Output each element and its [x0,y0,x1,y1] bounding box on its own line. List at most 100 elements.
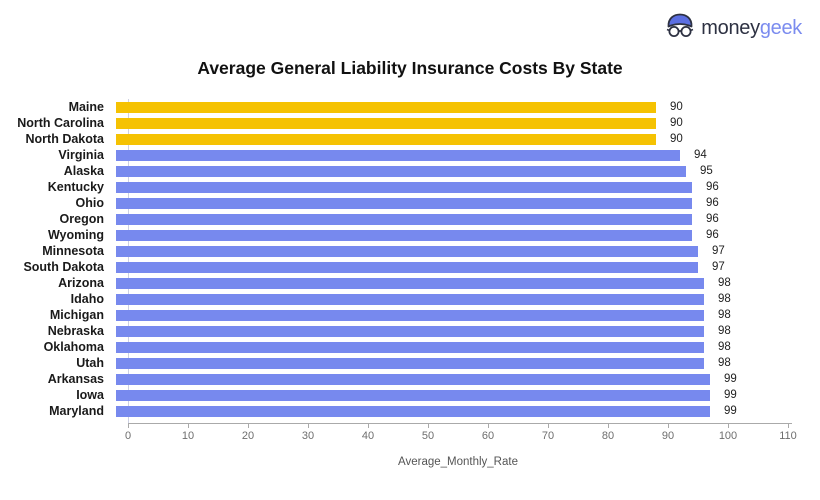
chart-row: Utah 98 [0,355,820,371]
chart-bar [116,405,710,417]
chart-rows: Maine 90 North Carolina 90 North Dakota 90 Vir… [0,99,820,419]
x-tick-mark [727,423,729,428]
state-label: Arkansas [47,372,104,386]
x-tick-label: 30 [301,430,315,442]
bar-track: 96 [116,197,820,209]
x-tick-mark [187,423,189,428]
state-label: Alaska [63,164,104,178]
bar-track: 96 [116,213,820,225]
state-label: Michigan [49,308,104,322]
state-label: Virginia [58,148,104,162]
chart-bar [116,229,692,241]
x-tick-label: 110 [779,430,797,442]
value-label: 99 [724,404,737,417]
chart-row: Nebraska 98 [0,323,820,339]
value-label: 98 [718,324,731,337]
bar-track: 94 [116,148,820,161]
chart-row: Arizona 98 [0,275,820,291]
state-label: Oregon [59,212,104,226]
chart-bar [116,261,698,273]
value-label: 99 [724,388,737,401]
x-tick-mark [607,423,609,428]
chart-row: Ohio 96 [0,195,820,211]
value-label: 90 [670,116,683,129]
x-tick-mark [307,423,309,428]
value-label: 90 [670,100,683,113]
chart-row: Maine 90 [0,99,820,115]
chart-row: Wyoming 96 [0,227,820,243]
bar-track: 90 [116,116,820,129]
chart-row: Kentucky 96 [0,179,820,195]
x-tick-label: 60 [481,430,495,442]
state-label: Minnesota [42,244,104,258]
chart-bar [116,357,704,369]
state-label: Utah [76,356,104,370]
x-axis-title: Average_Monthly_Rate [398,456,518,468]
chart-bar [116,293,704,305]
state-label: Maine [68,100,104,114]
x-tick-mark [127,423,129,428]
chart-bar [116,101,656,113]
state-label: Kentucky [47,180,104,194]
chart-bar [116,165,686,177]
y-axis-baseline [128,99,129,423]
x-tick-label: 90 [661,430,675,442]
chart-bar [116,181,692,193]
state-label: North Carolina [17,116,104,130]
x-tick-mark [667,423,669,428]
moneygeek-logo: moneygeek [665,12,802,44]
chart-bar [116,149,680,161]
chart-bar [116,373,710,385]
x-tick-label: 20 [241,430,255,442]
state-label: Nebraska [47,324,104,338]
chart-row: Oklahoma 98 [0,339,820,355]
geek-face-icon [665,12,695,44]
value-label: 98 [718,308,731,321]
x-tick-label: 50 [421,430,435,442]
logo-wordmark: moneygeek [701,17,802,40]
bar-track: 98 [116,357,820,369]
bar-track: 99 [116,388,820,401]
chart-bar [116,277,704,289]
x-tick-mark [247,423,249,428]
chart-title: Average General Liability Insurance Cost… [197,58,623,78]
chart-bar [116,245,698,257]
x-tick-label: 0 [124,430,132,442]
x-tick-mark [487,423,489,428]
chart-row: Alaska 95 [0,163,820,179]
value-label: 97 [712,260,725,273]
chart-bar [116,117,656,129]
x-tick-label: 100 [718,430,738,442]
x-tick-label: 40 [361,430,375,442]
value-label: 96 [706,180,719,193]
chart-row: South Dakota 97 [0,259,820,275]
bar-track: 95 [116,165,820,177]
chart-bar [116,341,704,353]
chart-bar [116,309,704,321]
value-label: 94 [694,148,707,161]
state-label: Wyoming [47,228,104,242]
bar-track: 99 [116,404,820,417]
x-tick-mark [787,423,789,428]
chart-bar [116,213,692,225]
x-tick-label: 80 [601,430,615,442]
chart-bar [116,389,710,401]
chart-bar [116,197,692,209]
bar-track: 98 [116,341,820,353]
bar-track: 90 [116,100,820,113]
bar-track: 90 [116,133,820,145]
x-tick-label: 10 [181,430,195,442]
chart-row: North Dakota 90 [0,131,820,147]
value-label: 97 [712,244,725,257]
bar-track: 96 [116,180,820,193]
bar-track: 97 [116,244,820,257]
logo-text-money: money [701,16,760,39]
chart-row: Idaho 98 [0,291,820,307]
chart-bar [116,133,656,145]
x-tick-mark [367,423,369,428]
chart-row: North Carolina 90 [0,115,820,131]
bar-track: 98 [116,277,820,289]
logo-text-geek: geek [759,16,802,39]
x-axis-line [128,423,792,424]
